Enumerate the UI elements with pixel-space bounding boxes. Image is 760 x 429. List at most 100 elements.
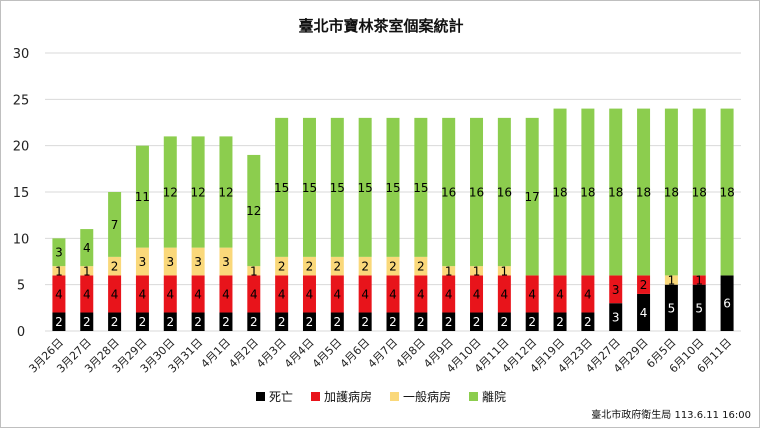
data-label: 4 xyxy=(445,287,453,301)
data-label: 1 xyxy=(501,264,509,278)
data-label: 2 xyxy=(501,315,509,329)
data-label: 3 xyxy=(612,283,620,297)
data-label: 2 xyxy=(389,315,397,329)
data-label: 18 xyxy=(719,186,734,200)
data-label: 6 xyxy=(723,297,731,311)
data-label: 18 xyxy=(692,186,707,200)
data-label: 4 xyxy=(250,287,258,301)
bar-segment xyxy=(80,312,94,331)
data-label: 2 xyxy=(528,315,536,329)
data-label: 3 xyxy=(222,255,230,269)
data-label: 2 xyxy=(306,260,314,274)
bar-segment xyxy=(386,117,400,257)
data-label: 4 xyxy=(278,287,286,301)
bar-segment xyxy=(80,229,94,267)
data-label: 4 xyxy=(194,287,202,301)
bar-segment xyxy=(108,256,122,276)
data-label: 18 xyxy=(636,186,651,200)
data-label: 5 xyxy=(695,301,703,315)
data-label: 18 xyxy=(608,186,623,200)
bar-segment xyxy=(692,108,706,276)
data-label: 15 xyxy=(413,181,428,195)
bar-segment xyxy=(442,312,456,331)
bar-segment xyxy=(302,256,316,276)
data-label: 12 xyxy=(218,186,233,200)
bar-segment xyxy=(609,303,623,331)
bar-segment xyxy=(609,275,623,304)
data-label: 15 xyxy=(274,181,289,195)
bar-segment xyxy=(135,312,149,331)
bar-segment xyxy=(581,312,595,331)
x-tick-label: 4月3日 xyxy=(254,336,289,371)
bar-segment xyxy=(330,256,344,276)
data-label: 15 xyxy=(358,181,373,195)
x-tick-label: 4月2日 xyxy=(226,336,261,371)
data-label: 4 xyxy=(501,287,509,301)
bar-segment xyxy=(108,275,122,313)
data-label: 4 xyxy=(222,287,230,301)
data-label: 4 xyxy=(528,287,536,301)
data-label: 1 xyxy=(473,264,481,278)
data-label: 4 xyxy=(556,287,564,301)
bar-segment xyxy=(191,247,205,276)
bar-segment xyxy=(664,275,678,285)
bar-segment xyxy=(191,312,205,331)
bar-segment xyxy=(470,312,484,331)
bar-segment xyxy=(637,108,651,276)
bar-segment xyxy=(330,275,344,313)
bar-segment xyxy=(52,275,66,313)
data-label: 2 xyxy=(111,315,119,329)
bar-segment xyxy=(219,312,233,331)
bar-segment xyxy=(358,256,372,276)
data-label: 16 xyxy=(469,186,484,200)
bar-segment xyxy=(219,275,233,313)
data-label: 11 xyxy=(135,190,150,204)
data-label: 4 xyxy=(640,306,648,320)
bar-segment xyxy=(470,117,484,267)
data-label: 4 xyxy=(139,287,147,301)
bar-segment xyxy=(470,275,484,313)
bar-segment xyxy=(163,275,177,313)
data-label: 1 xyxy=(83,264,91,278)
data-label: 12 xyxy=(246,204,261,218)
bar-segment xyxy=(163,136,177,248)
data-label: 2 xyxy=(640,278,648,292)
data-label: 2 xyxy=(83,315,91,329)
x-tick-label: 4月4日 xyxy=(282,336,317,371)
y-tick-label: 5 xyxy=(17,279,25,294)
data-label: 5 xyxy=(668,301,676,315)
bar-segment xyxy=(163,312,177,331)
bar-segment xyxy=(275,275,289,313)
bar-segment xyxy=(497,312,511,331)
bar-segment xyxy=(637,275,651,294)
data-label: 3 xyxy=(55,246,63,260)
data-label: 12 xyxy=(163,186,178,200)
data-label: 17 xyxy=(525,190,540,204)
data-label: 2 xyxy=(473,315,481,329)
data-label: 4 xyxy=(389,287,397,301)
data-label: 2 xyxy=(361,315,369,329)
data-label: 7 xyxy=(111,218,119,232)
data-label: 2 xyxy=(556,315,564,329)
x-tick-label: 4月6日 xyxy=(338,336,373,371)
data-label: 16 xyxy=(441,186,456,200)
data-label: 2 xyxy=(333,315,341,329)
data-label: 2 xyxy=(584,315,592,329)
bar-segment xyxy=(358,117,372,257)
bar-segment xyxy=(497,117,511,267)
bar-segment xyxy=(135,247,149,276)
y-tick-label: 10 xyxy=(13,232,30,247)
legend-item: 加護病房 xyxy=(310,388,372,405)
data-label: 2 xyxy=(417,315,425,329)
bar-segment xyxy=(414,312,428,331)
data-label: 18 xyxy=(664,186,679,200)
data-label: 2 xyxy=(306,315,314,329)
x-tick-label: 4月7日 xyxy=(365,336,400,371)
y-tick-label: 20 xyxy=(13,140,30,155)
data-label: 2 xyxy=(278,260,286,274)
data-label: 3 xyxy=(166,255,174,269)
data-label: 2 xyxy=(166,315,174,329)
bar-segment xyxy=(664,284,678,331)
data-label: 4 xyxy=(111,287,119,301)
data-label: 2 xyxy=(445,315,453,329)
